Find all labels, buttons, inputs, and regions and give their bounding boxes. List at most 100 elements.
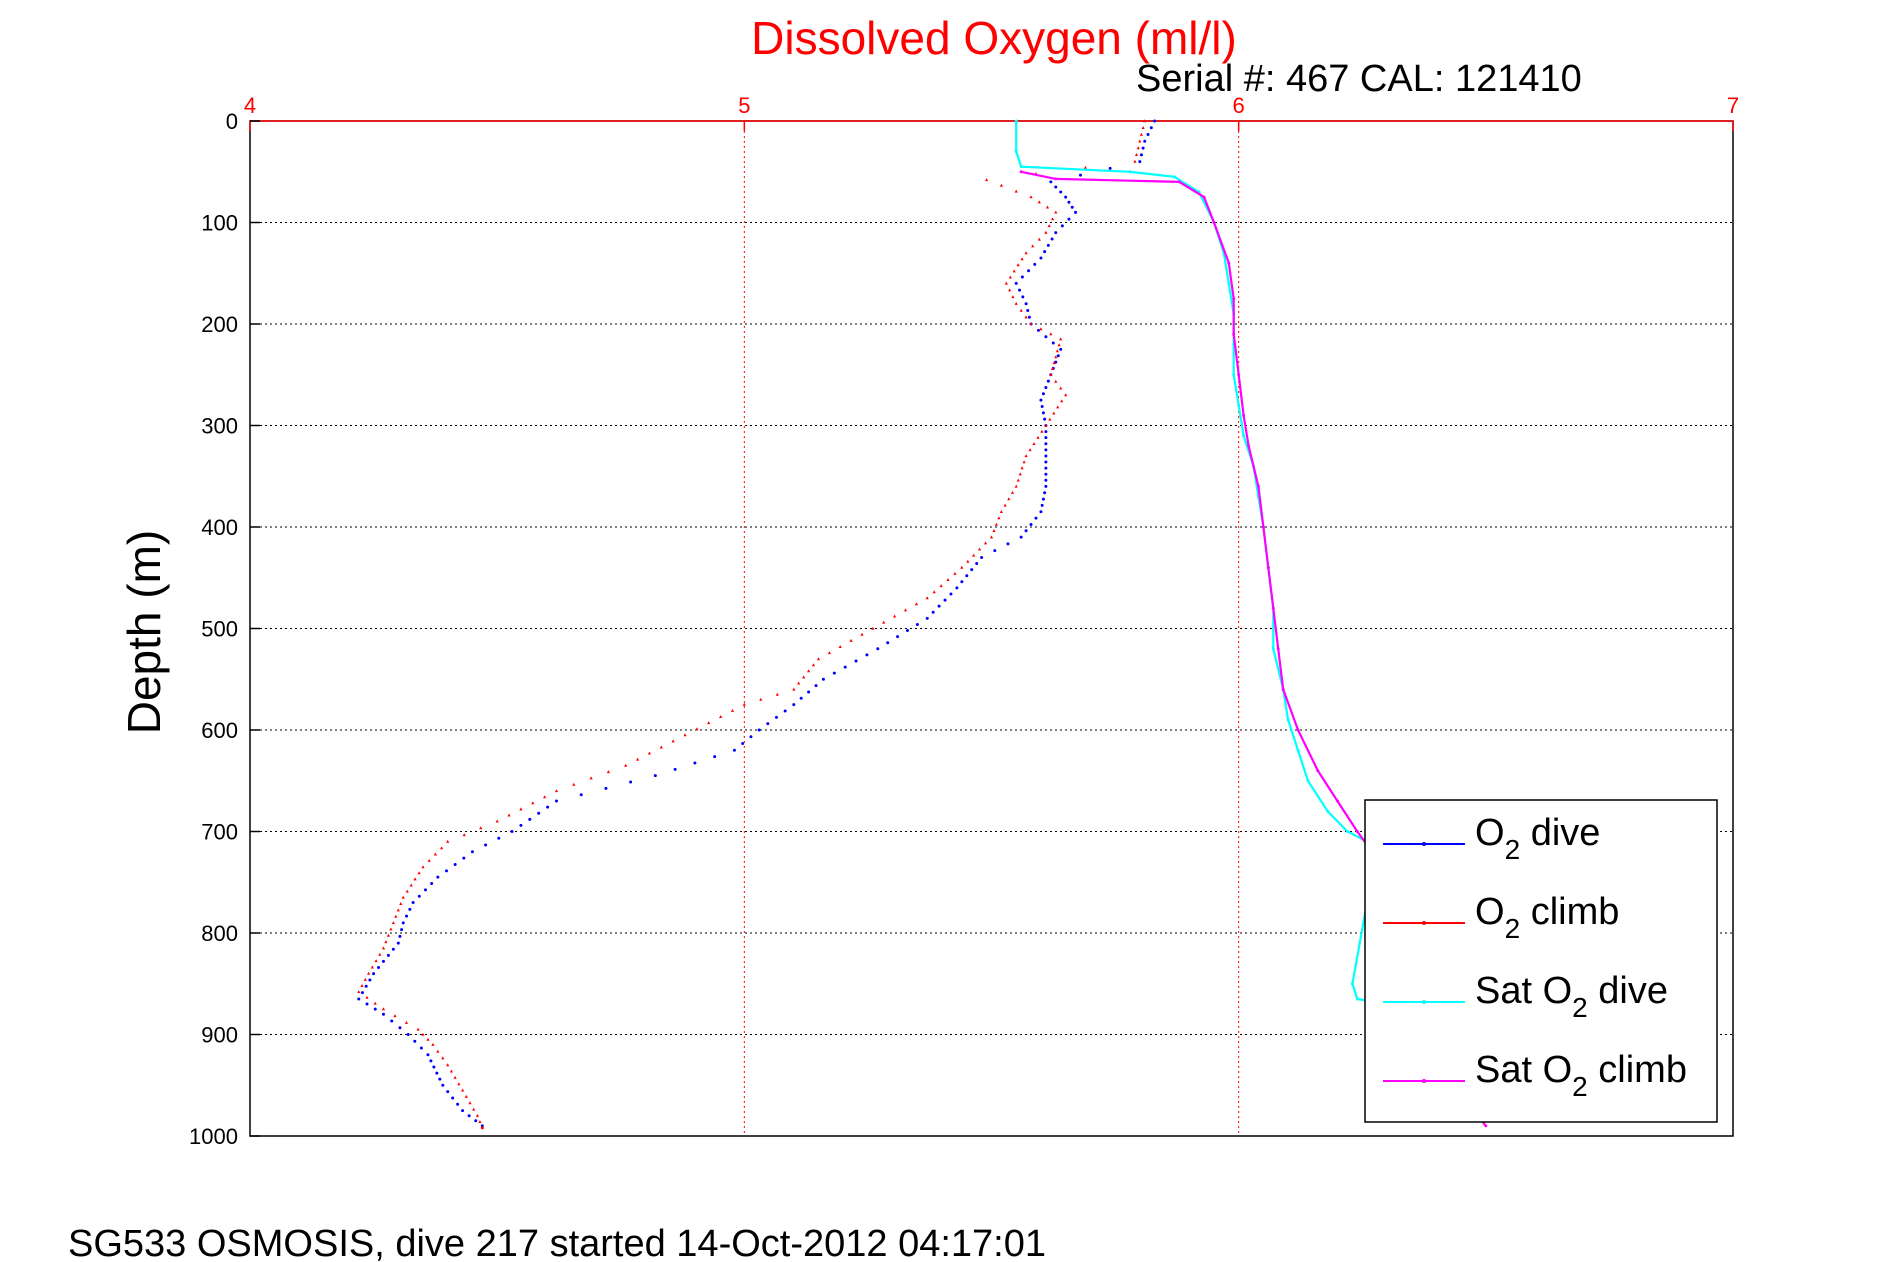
series-point: [1044, 454, 1048, 458]
series-point: [821, 677, 825, 681]
series-point: [1350, 982, 1354, 986]
series-point: [827, 651, 831, 655]
series-point: [925, 596, 929, 600]
series-point: [394, 914, 398, 918]
series-point: [1074, 210, 1078, 214]
series-point: [636, 757, 640, 761]
legend-marker: [1422, 1000, 1426, 1004]
series-point: [1027, 269, 1031, 273]
series-point: [970, 568, 974, 572]
series-point: [1008, 275, 1012, 279]
data-series: [357, 119, 1488, 1130]
series-point: [1149, 126, 1153, 130]
series-point: [1139, 132, 1143, 136]
y-tick-label: 400: [201, 515, 238, 540]
series-point: [537, 811, 541, 815]
series-point: [554, 789, 559, 793]
series-point: [449, 1069, 453, 1073]
series-point: [1045, 205, 1050, 209]
series-point: [1014, 281, 1018, 285]
series-point: [814, 684, 818, 688]
series-point: [1296, 728, 1300, 732]
series-point: [1059, 347, 1063, 351]
x-tick-label: 6: [1233, 93, 1245, 118]
series-point: [1020, 257, 1024, 261]
series-point: [384, 940, 388, 944]
series-point: [1059, 190, 1063, 194]
series-point: [389, 927, 393, 931]
series-point: [470, 850, 474, 854]
y-tick-label: 1000: [189, 1124, 238, 1149]
series-point: [1014, 149, 1018, 153]
series-point: [386, 933, 390, 937]
series-point: [1044, 436, 1048, 440]
series-point: [381, 946, 386, 950]
y-tick-label: 300: [201, 414, 238, 439]
series-point: [462, 856, 466, 860]
series-point: [849, 638, 853, 642]
series-point: [994, 522, 998, 526]
series-point: [474, 1119, 478, 1123]
series-point: [1039, 510, 1043, 514]
series-point: [792, 687, 796, 691]
series-point: [464, 1094, 468, 1098]
series-point: [446, 1063, 450, 1067]
series-point: [1014, 189, 1018, 193]
series-point: [978, 547, 982, 551]
series-point: [1128, 170, 1132, 174]
series-point: [1070, 205, 1074, 209]
series-point: [1056, 405, 1060, 409]
series-point: [1036, 435, 1040, 439]
series-point: [1078, 173, 1082, 177]
series-point: [519, 823, 523, 827]
series-point: [484, 843, 488, 847]
series-point: [903, 608, 908, 612]
series-point: [871, 626, 875, 630]
series-point: [1059, 386, 1063, 390]
series-point: [1256, 484, 1260, 488]
series-point: [816, 657, 821, 661]
series-point: [1019, 308, 1023, 312]
series-point: [1345, 830, 1349, 833]
y-tick-label: 600: [201, 718, 238, 743]
series-point: [1326, 809, 1330, 813]
series-point: [1172, 175, 1176, 179]
series-point: [1019, 170, 1023, 174]
series-point: [1024, 529, 1028, 533]
series-point: [1044, 442, 1048, 446]
series-point: [1054, 379, 1058, 383]
series-point: [446, 839, 450, 843]
series-point: [480, 1126, 484, 1130]
legend-marker: [1422, 842, 1426, 846]
series-point: [441, 1083, 445, 1087]
series-point: [1050, 367, 1055, 370]
series-point: [1046, 243, 1050, 247]
series-point: [799, 696, 803, 700]
series-point: [1146, 133, 1150, 137]
footer-caption: SG533 OSMOSIS, dive 217 started 14-Oct-2…: [68, 1223, 1046, 1262]
series-point: [507, 813, 511, 817]
series-point: [1133, 159, 1137, 163]
series-point: [365, 995, 369, 999]
series-point: [436, 1049, 440, 1053]
series-point: [1050, 237, 1054, 241]
series-point: [1028, 448, 1032, 452]
series-point: [411, 901, 415, 905]
series-point: [1177, 180, 1181, 184]
series-point: [1011, 295, 1015, 299]
series-point: [451, 1096, 455, 1100]
series-point: [1212, 221, 1216, 224]
series-point: [949, 592, 953, 596]
series-point: [1143, 119, 1147, 123]
series-point: [381, 959, 385, 963]
series-point: [1032, 442, 1036, 445]
series-point: [953, 571, 957, 575]
series-point: [975, 562, 979, 566]
series-point: [757, 728, 761, 732]
series-point: [1008, 288, 1012, 292]
series-point: [478, 1120, 482, 1123]
series-point: [683, 733, 687, 737]
series-point: [1051, 341, 1055, 345]
series-point: [989, 535, 994, 539]
series-point: [943, 598, 947, 602]
